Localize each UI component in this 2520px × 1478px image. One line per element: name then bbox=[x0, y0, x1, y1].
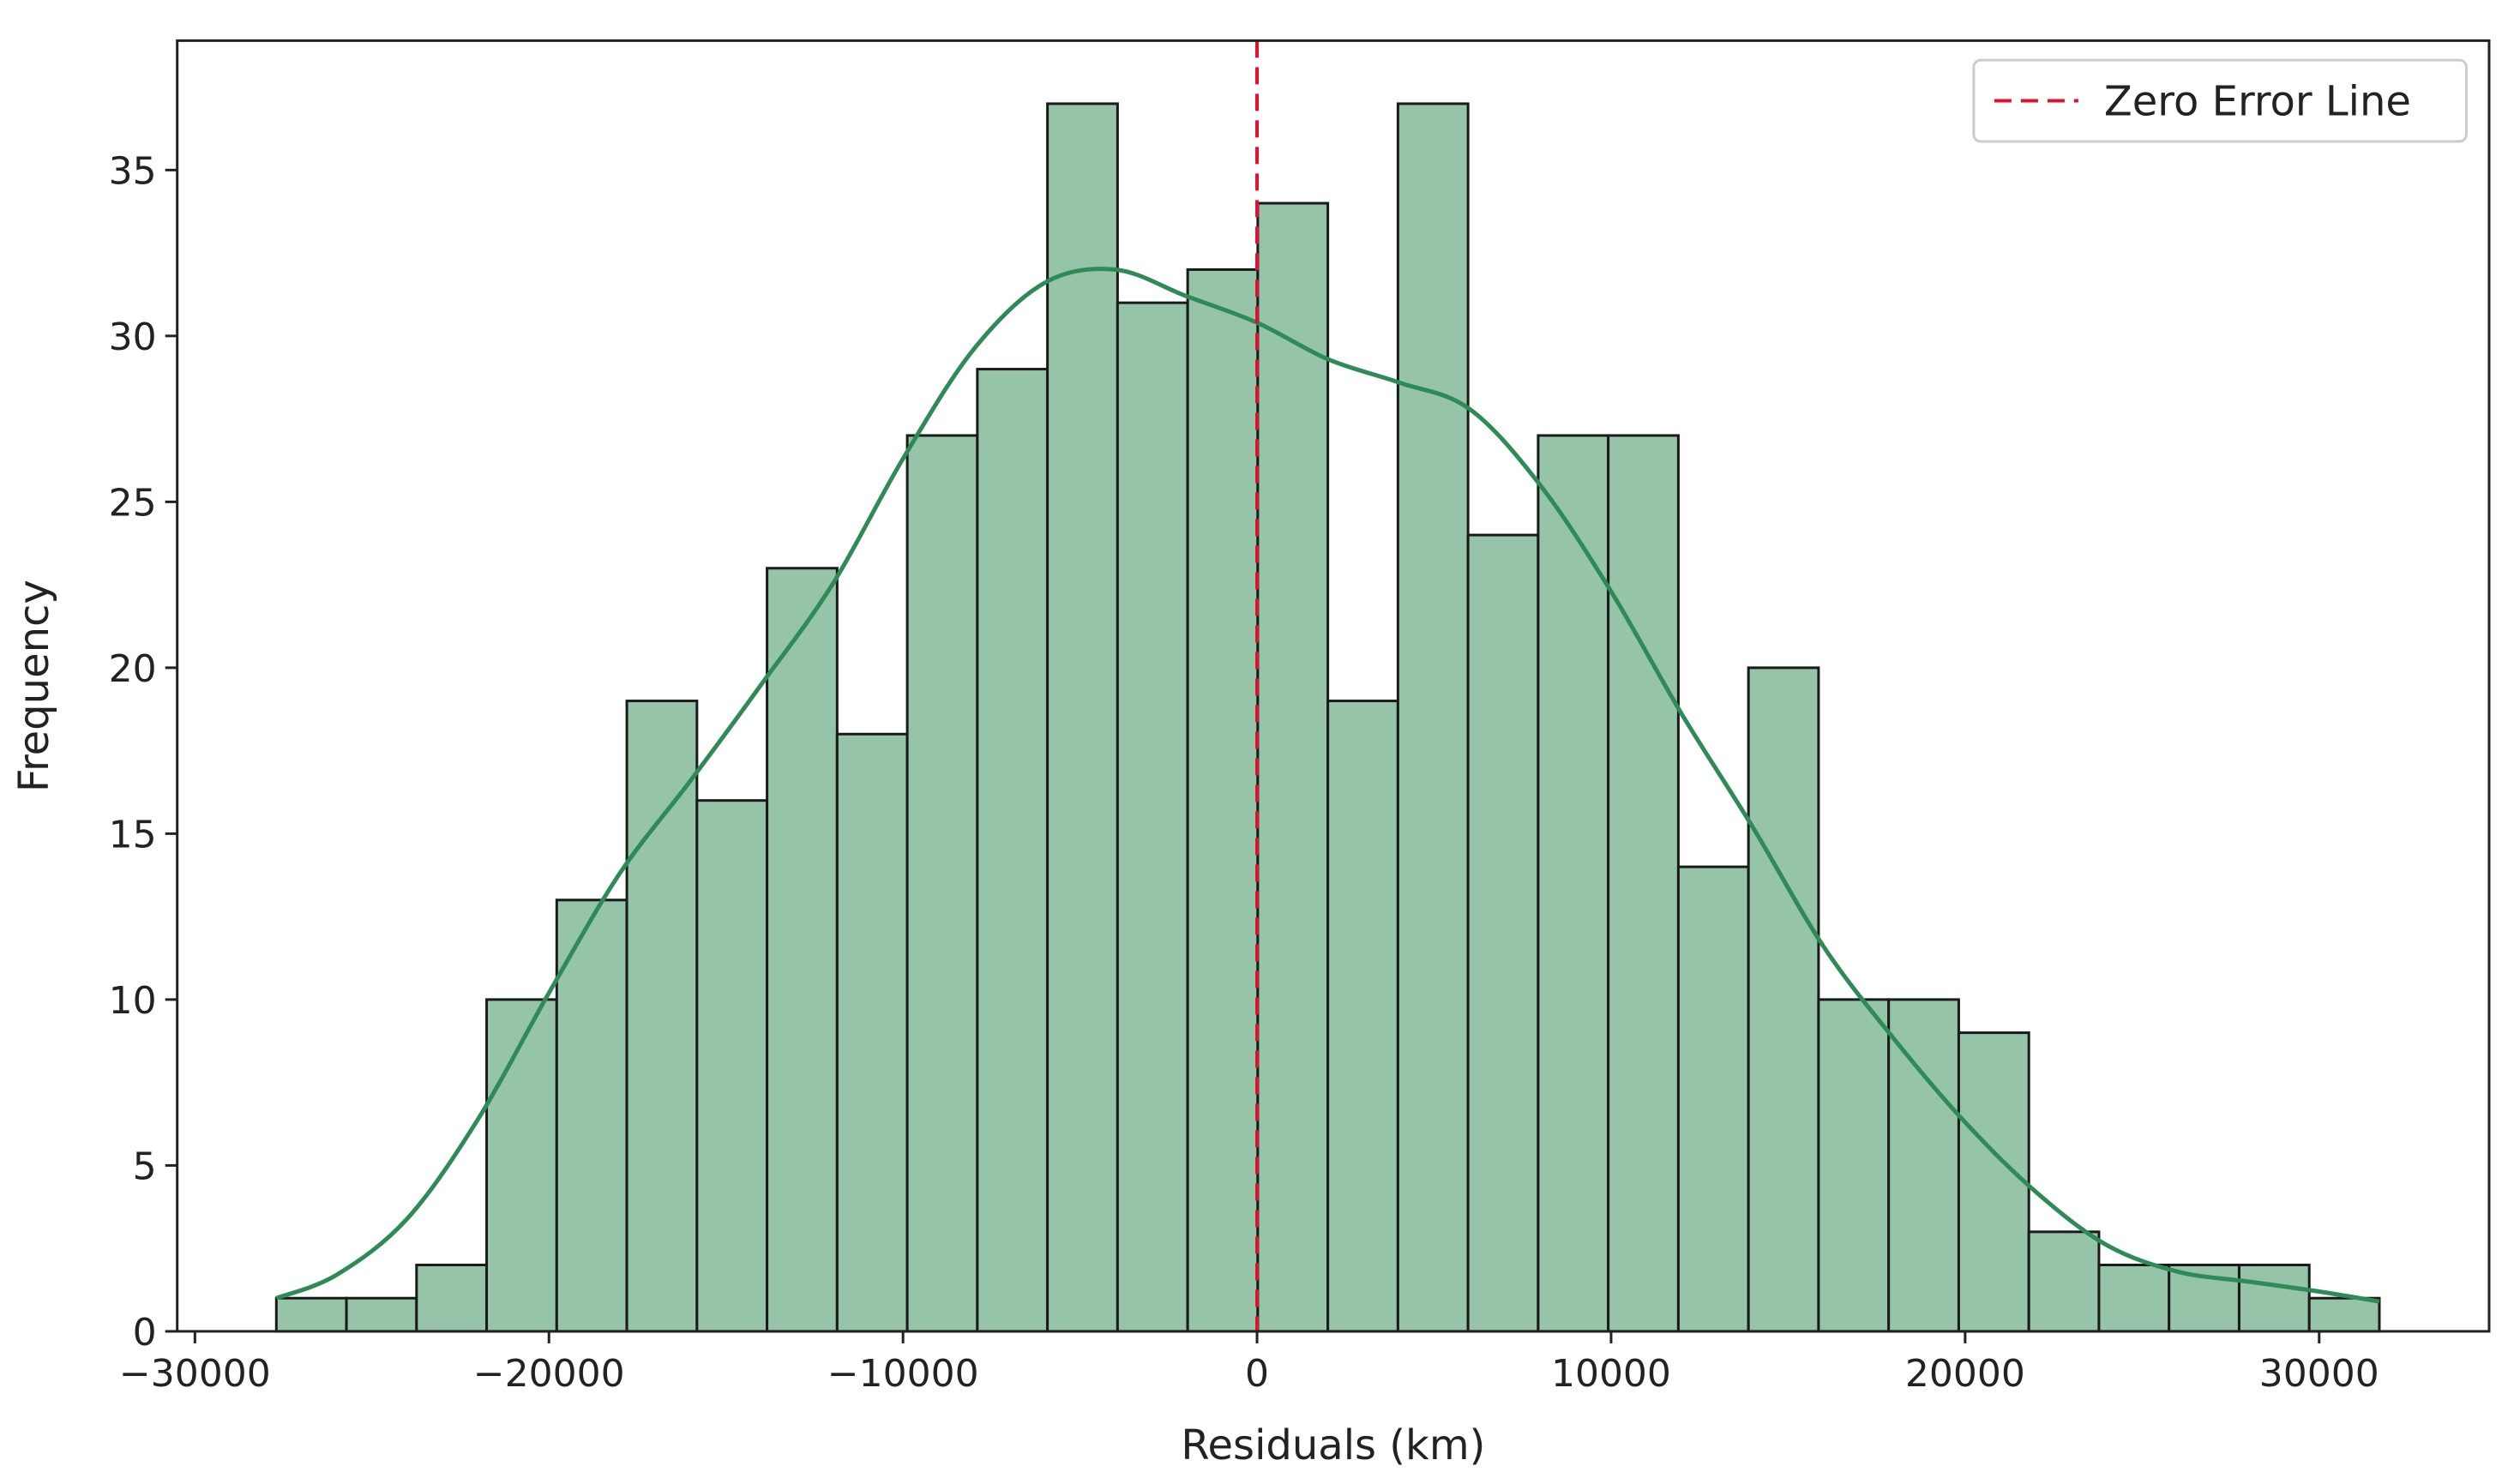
histogram-bar bbox=[835, 732, 909, 1333]
y-tick-label: 35 bbox=[109, 149, 157, 193]
y-tick-label: 30 bbox=[109, 315, 157, 359]
y-axis-ticks: 0 5 10 15 20 25 30 35 bbox=[109, 149, 177, 1355]
histogram-bar bbox=[1817, 998, 1891, 1333]
x-tick-label: 30000 bbox=[2259, 1352, 2379, 1396]
histogram-bar bbox=[1676, 865, 1750, 1333]
histogram-bar bbox=[976, 368, 1049, 1333]
legend-box bbox=[1972, 58, 2468, 143]
histogram-bar bbox=[1466, 533, 1540, 1333]
histogram-bar bbox=[695, 799, 769, 1333]
x-axis-label: Residuals (km) bbox=[1181, 1421, 1485, 1469]
histogram-bar bbox=[2027, 1230, 2101, 1333]
histogram-bar bbox=[1747, 666, 1820, 1333]
y-tick-label: 20 bbox=[109, 647, 157, 691]
x-tick-label: −20000 bbox=[473, 1352, 625, 1396]
kde-curve bbox=[275, 267, 2380, 1304]
x-tick-label: 20000 bbox=[1905, 1352, 2025, 1396]
histogram-bar bbox=[2307, 1296, 2381, 1333]
histogram-bar bbox=[1046, 102, 1119, 1333]
y-tick-label: 5 bbox=[133, 1145, 157, 1188]
histogram-bar bbox=[555, 898, 628, 1333]
plot-frame bbox=[176, 39, 2491, 1333]
histogram-bar bbox=[625, 700, 699, 1333]
histogram-bar bbox=[485, 998, 558, 1333]
histogram-bar bbox=[1887, 998, 1960, 1333]
histogram-bar bbox=[1537, 434, 1610, 1333]
histogram-bar bbox=[1607, 434, 1680, 1333]
legend: Zero Error Line bbox=[1972, 58, 2468, 143]
histogram-bar bbox=[415, 1264, 489, 1333]
histogram-bar bbox=[1256, 201, 1330, 1333]
x-tick-label: 10000 bbox=[1551, 1352, 1671, 1396]
histogram-bar bbox=[1326, 700, 1399, 1333]
y-tick-label: 10 bbox=[109, 979, 157, 1023]
histogram-bar bbox=[905, 434, 979, 1333]
legend-label: Zero Error Line bbox=[2104, 78, 2411, 126]
x-tick-label: −10000 bbox=[827, 1352, 979, 1396]
histogram-bar bbox=[2237, 1264, 2311, 1333]
x-tick-label: 0 bbox=[1245, 1352, 1269, 1396]
y-tick-label: 25 bbox=[109, 481, 157, 525]
histogram-bar bbox=[1116, 301, 1189, 1333]
histogram-bar bbox=[1186, 267, 1260, 1333]
histogram-bar bbox=[2097, 1264, 2171, 1333]
y-axis-label: Frequency bbox=[10, 580, 58, 792]
histogram-bar bbox=[274, 1296, 348, 1333]
histogram-bar bbox=[345, 1296, 418, 1333]
y-tick-label: 0 bbox=[133, 1311, 157, 1355]
x-axis-ticks: −30000 −20000 −10000 0 10000 20000 30000 bbox=[119, 1331, 2379, 1396]
y-tick-label: 15 bbox=[109, 813, 157, 856]
histogram-bar bbox=[1396, 102, 1470, 1333]
x-tick-label: −30000 bbox=[119, 1352, 271, 1396]
histogram-bars bbox=[274, 102, 2381, 1333]
histogram-bar bbox=[1957, 1031, 2030, 1333]
histogram-bar bbox=[766, 567, 839, 1333]
